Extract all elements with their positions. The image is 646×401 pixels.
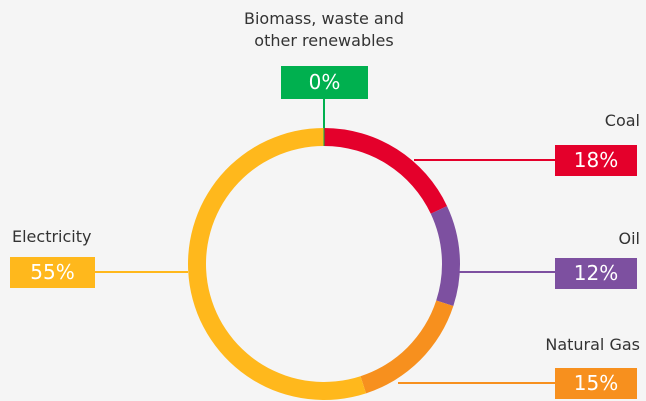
value-label: 15%	[555, 368, 637, 399]
donut-segment	[430, 206, 461, 307]
category-label: Electricity	[12, 227, 92, 246]
value-label: 12%	[555, 258, 637, 289]
value-label: 0%	[281, 66, 368, 99]
donut-segment	[324, 128, 448, 214]
category-label: Natural Gas	[545, 335, 640, 354]
category-label: Coal	[604, 111, 640, 130]
value-label: 55%	[10, 257, 95, 288]
donut-segment	[360, 300, 454, 394]
value-label: 18%	[555, 145, 637, 176]
category-label: Oil	[618, 229, 640, 248]
donut-segment	[188, 128, 367, 400]
category-label: Biomass, waste and other renewables	[244, 9, 404, 50]
